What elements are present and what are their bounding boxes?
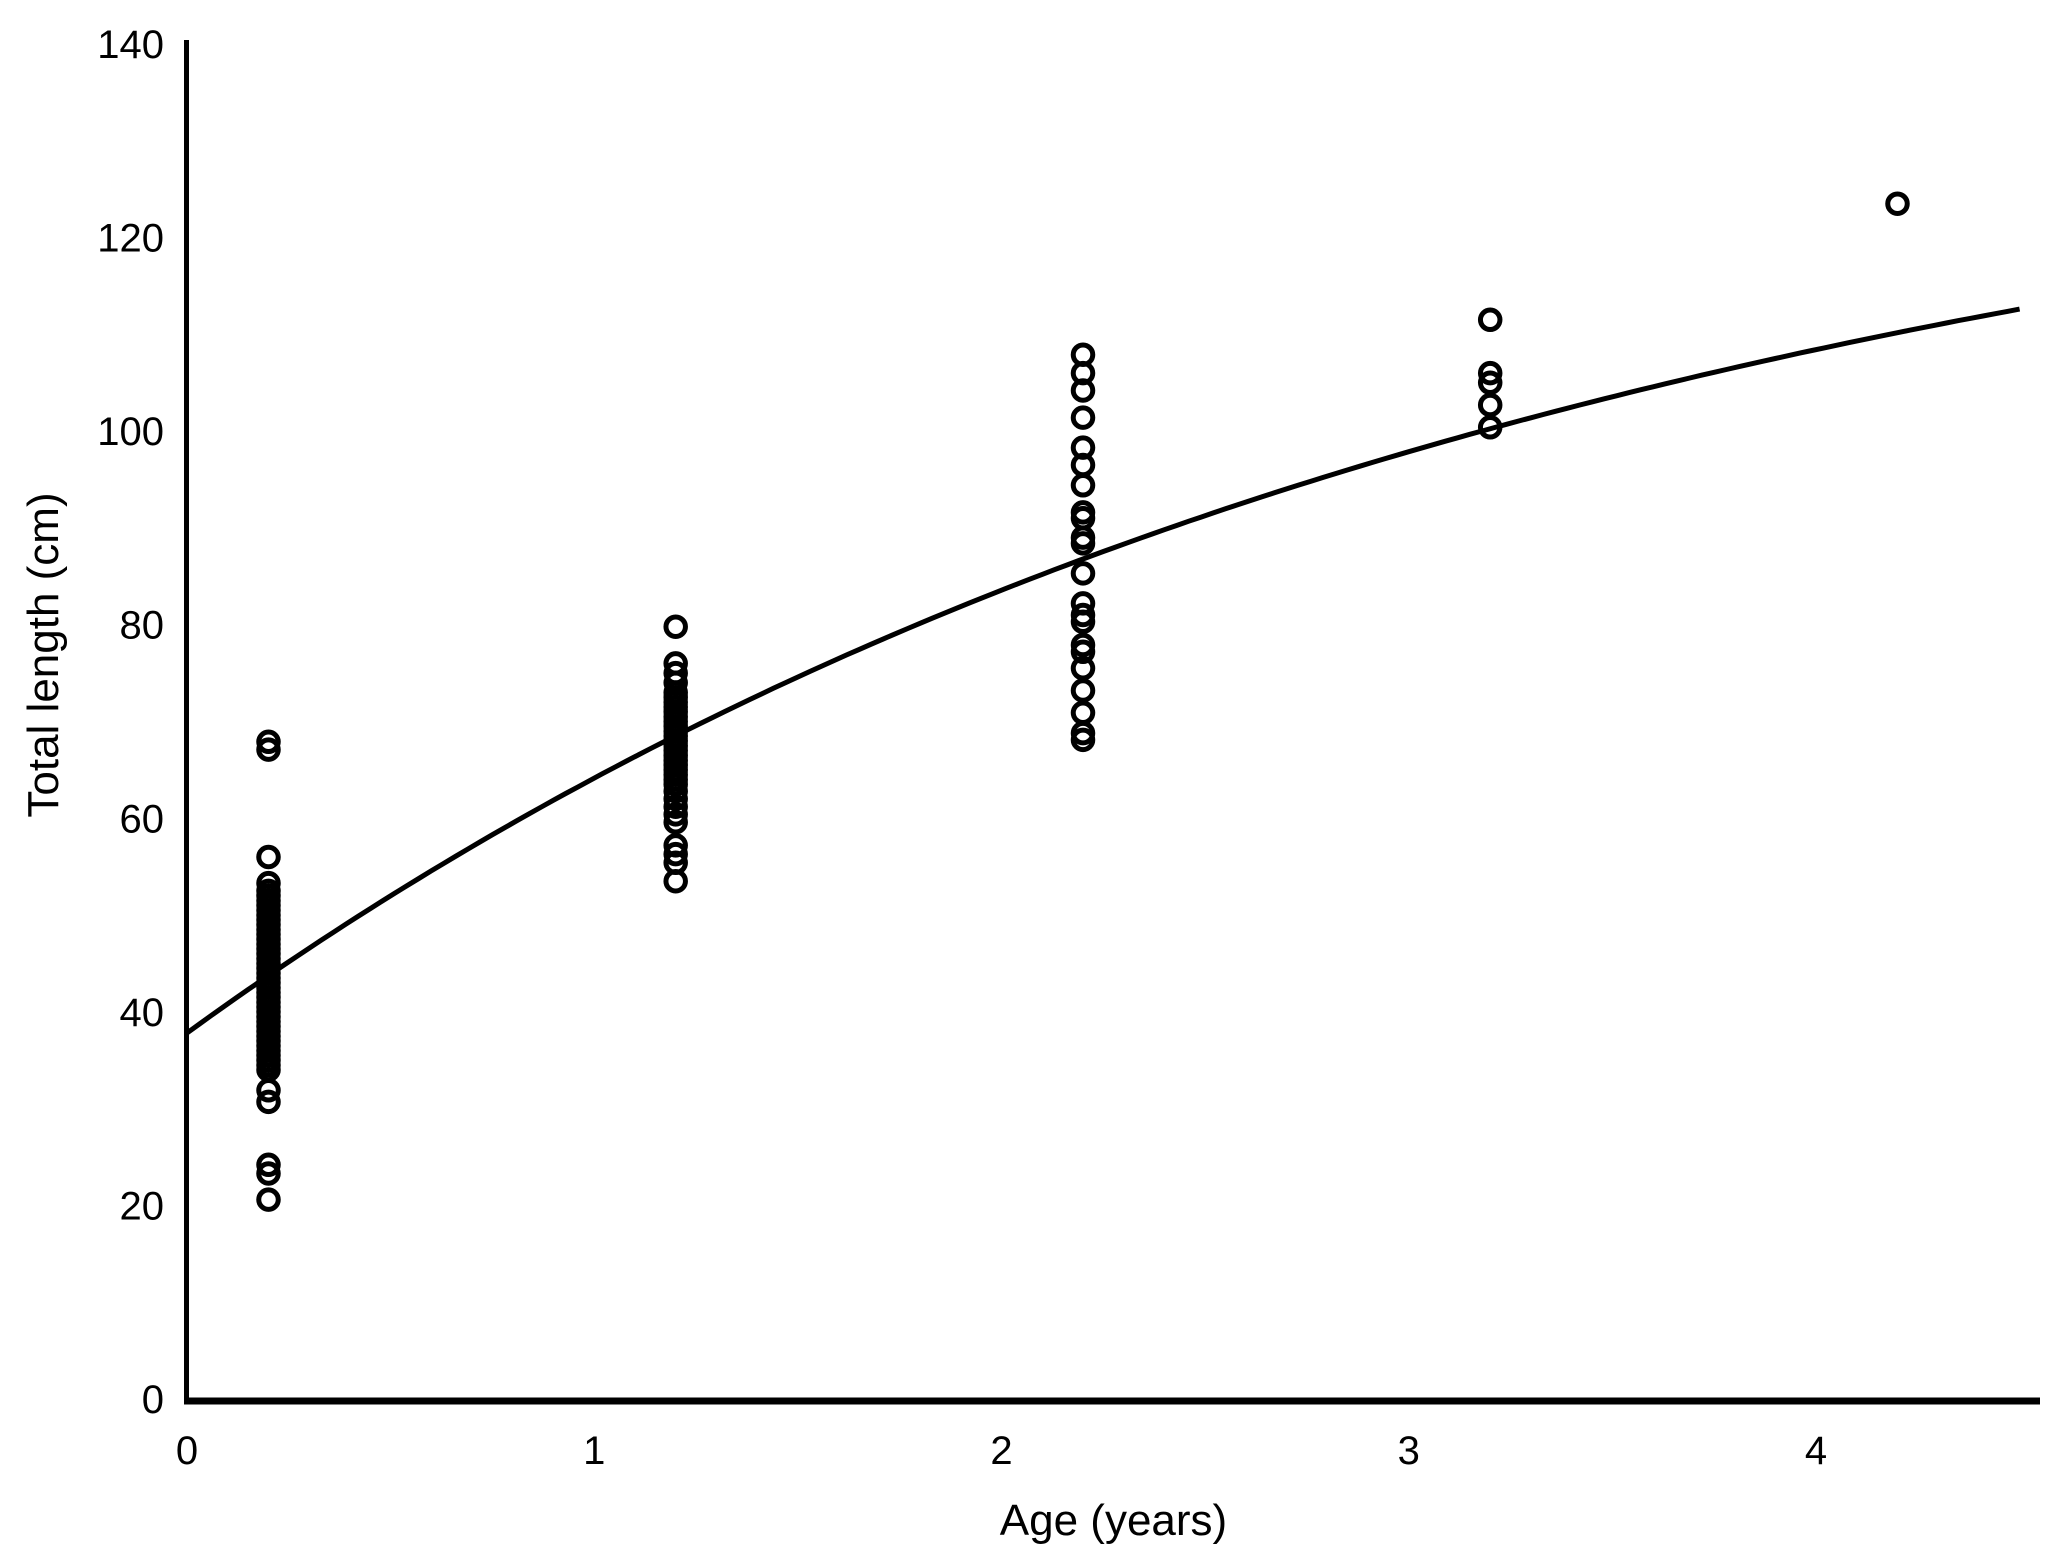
data-point — [256, 1187, 281, 1212]
data-point — [1070, 678, 1096, 703]
data-point — [256, 729, 281, 755]
y-tick-label: 80 — [120, 604, 165, 648]
data-point — [1070, 656, 1096, 681]
data-point — [663, 786, 688, 812]
data-point — [1477, 307, 1503, 333]
y-tick-label: 100 — [97, 410, 164, 454]
x-tick-label: 1 — [583, 1429, 605, 1473]
fit-curve — [185, 306, 2021, 1036]
y-tick-label: 60 — [120, 797, 165, 841]
x-tick-label: 4 — [1805, 1429, 1827, 1473]
y-tick-label: 20 — [120, 1184, 165, 1228]
data-point — [1070, 531, 1096, 556]
data-point — [1070, 609, 1096, 635]
data-point — [256, 1089, 281, 1115]
data-point — [663, 794, 688, 819]
data-point — [256, 844, 281, 870]
data-point — [1070, 727, 1096, 753]
data-point — [1070, 473, 1096, 498]
y-tick-label: 0 — [142, 1378, 164, 1422]
data-point — [1070, 405, 1096, 430]
data-point — [663, 614, 688, 639]
data-point — [663, 868, 688, 894]
data-point — [1477, 370, 1503, 396]
x-tick-label: 0 — [176, 1429, 198, 1473]
data-point — [663, 778, 688, 804]
data-point — [1477, 415, 1503, 440]
data-point — [256, 1161, 281, 1186]
data-point — [256, 737, 281, 762]
data-point — [1070, 700, 1096, 726]
x-axis-title: Age (years) — [999, 1496, 1228, 1545]
data-point — [1477, 360, 1503, 386]
data-point — [256, 1152, 281, 1178]
y-tick-label: 40 — [120, 991, 165, 1035]
x-tick-label: 3 — [1398, 1429, 1420, 1473]
y-tick-label: 120 — [97, 217, 164, 261]
data-point — [663, 809, 688, 835]
y-tick-label: 140 — [97, 23, 164, 67]
data-point — [1477, 392, 1503, 418]
y-axis-title: Total length (cm) — [19, 492, 68, 818]
data-point — [1070, 561, 1096, 586]
data-point — [256, 1078, 281, 1103]
data-point — [1070, 378, 1096, 403]
data-point — [663, 841, 688, 867]
data-point — [1885, 191, 1910, 216]
x-tick-label: 2 — [990, 1429, 1012, 1473]
data-point — [663, 802, 688, 827]
data-point — [1070, 639, 1096, 665]
